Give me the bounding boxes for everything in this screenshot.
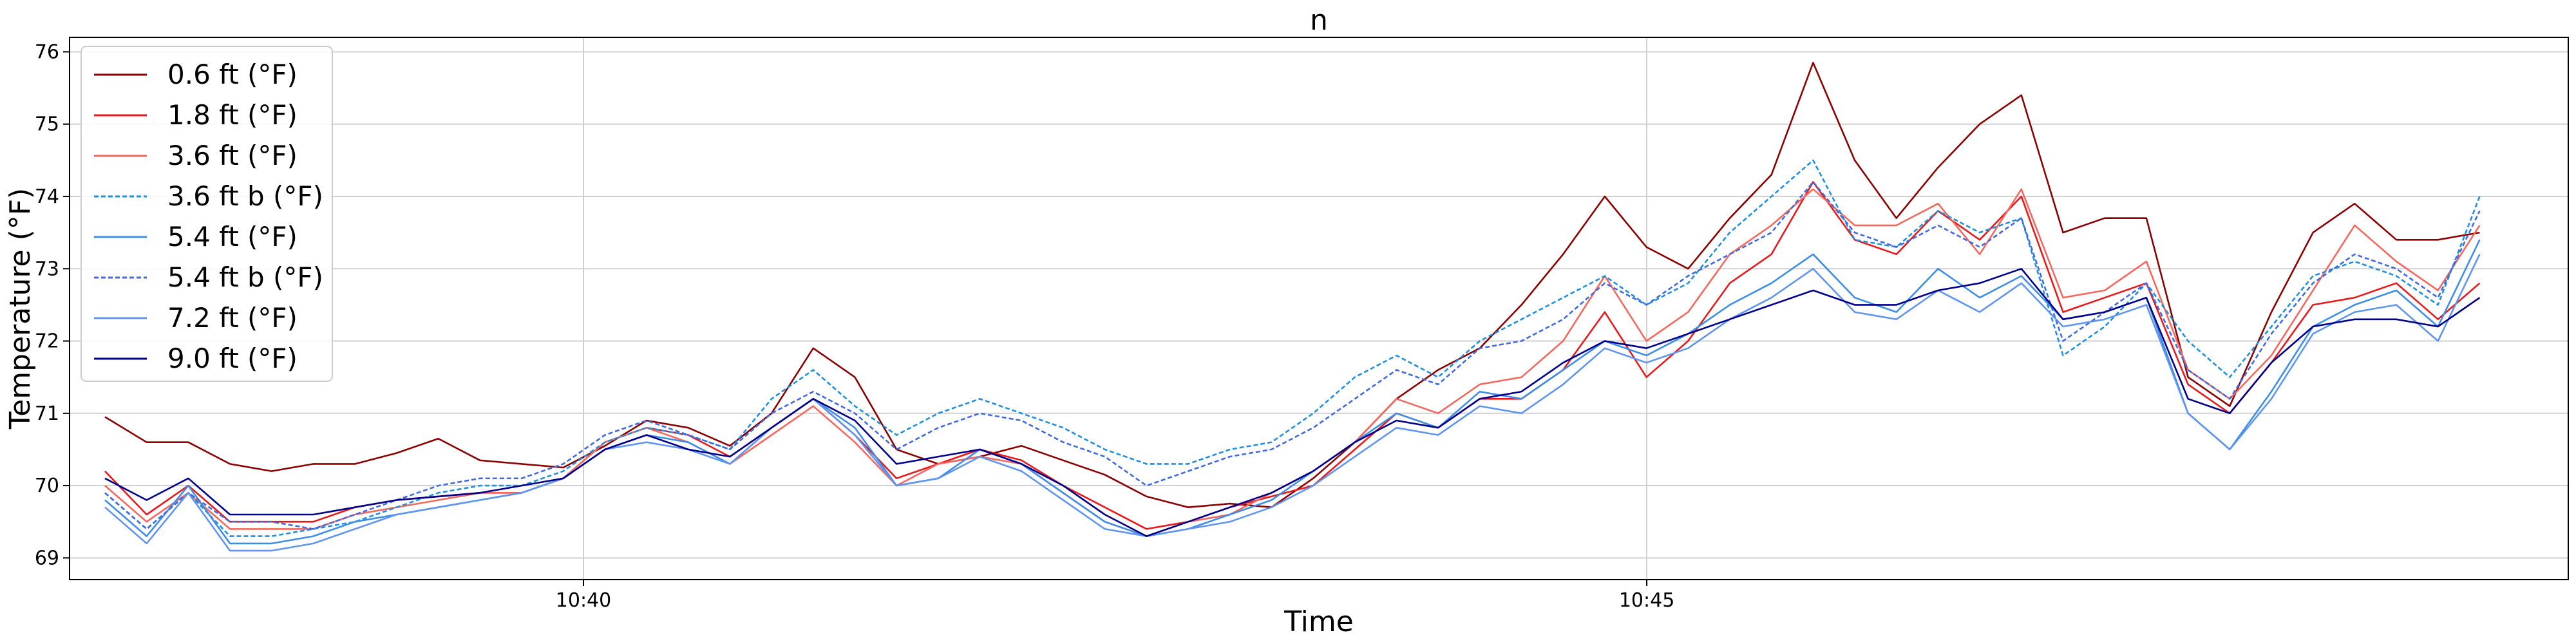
legend-label-4: 3.6 ft b (°F) xyxy=(167,180,323,212)
legend-label-8: 9.0 ft (°F) xyxy=(167,343,298,374)
y-tick-label: 74 xyxy=(35,185,59,208)
chart-title: n xyxy=(1310,4,1328,37)
legend-label-1: 0.6 ft (°F) xyxy=(167,59,298,90)
series-line-4 xyxy=(104,159,2481,537)
plot-frame xyxy=(69,37,2569,580)
legend: 0.6 ft (°F) 1.8 ft (°F) 3.6 ft (°F) 3.6 ft … xyxy=(80,46,333,382)
legend-label-7: 7.2 ft (°F) xyxy=(167,302,298,334)
legend-label-3: 3.6 ft (°F) xyxy=(167,140,298,171)
y-tick-label: 73 xyxy=(35,258,59,280)
y-tick-label: 75 xyxy=(35,113,59,136)
legend-label-5: 5.4 ft (°F) xyxy=(167,221,298,252)
legend-label-6: 5.4 ft b (°F) xyxy=(167,261,323,293)
plot-background xyxy=(70,37,2568,580)
series-layer xyxy=(104,62,2481,552)
legend-box xyxy=(80,46,333,382)
x-tick-label: 10:40 xyxy=(556,589,611,612)
legend-label-2: 1.8 ft (°F) xyxy=(167,99,298,131)
x-tick-label: 10:45 xyxy=(1619,589,1674,612)
y-axis-title: Temperature (°F) xyxy=(4,188,37,430)
series-line-6 xyxy=(104,181,2481,530)
x-tick-labels: 10:40 10:45 xyxy=(556,580,1674,612)
x-axis-title: Time xyxy=(1283,605,1354,638)
series-line-7 xyxy=(104,254,2481,552)
y-tick-label: 71 xyxy=(35,402,59,425)
y-tick-label: 72 xyxy=(35,330,59,353)
grid-layer xyxy=(70,37,2568,580)
y-tick-labels: 69 70 71 72 73 74 75 76 xyxy=(35,41,70,569)
y-tick-label: 70 xyxy=(35,475,59,497)
y-tick-label: 69 xyxy=(35,547,59,569)
series-line-1 xyxy=(104,62,2480,509)
y-tick-label: 76 xyxy=(35,41,59,63)
series-line-8 xyxy=(104,267,2481,537)
